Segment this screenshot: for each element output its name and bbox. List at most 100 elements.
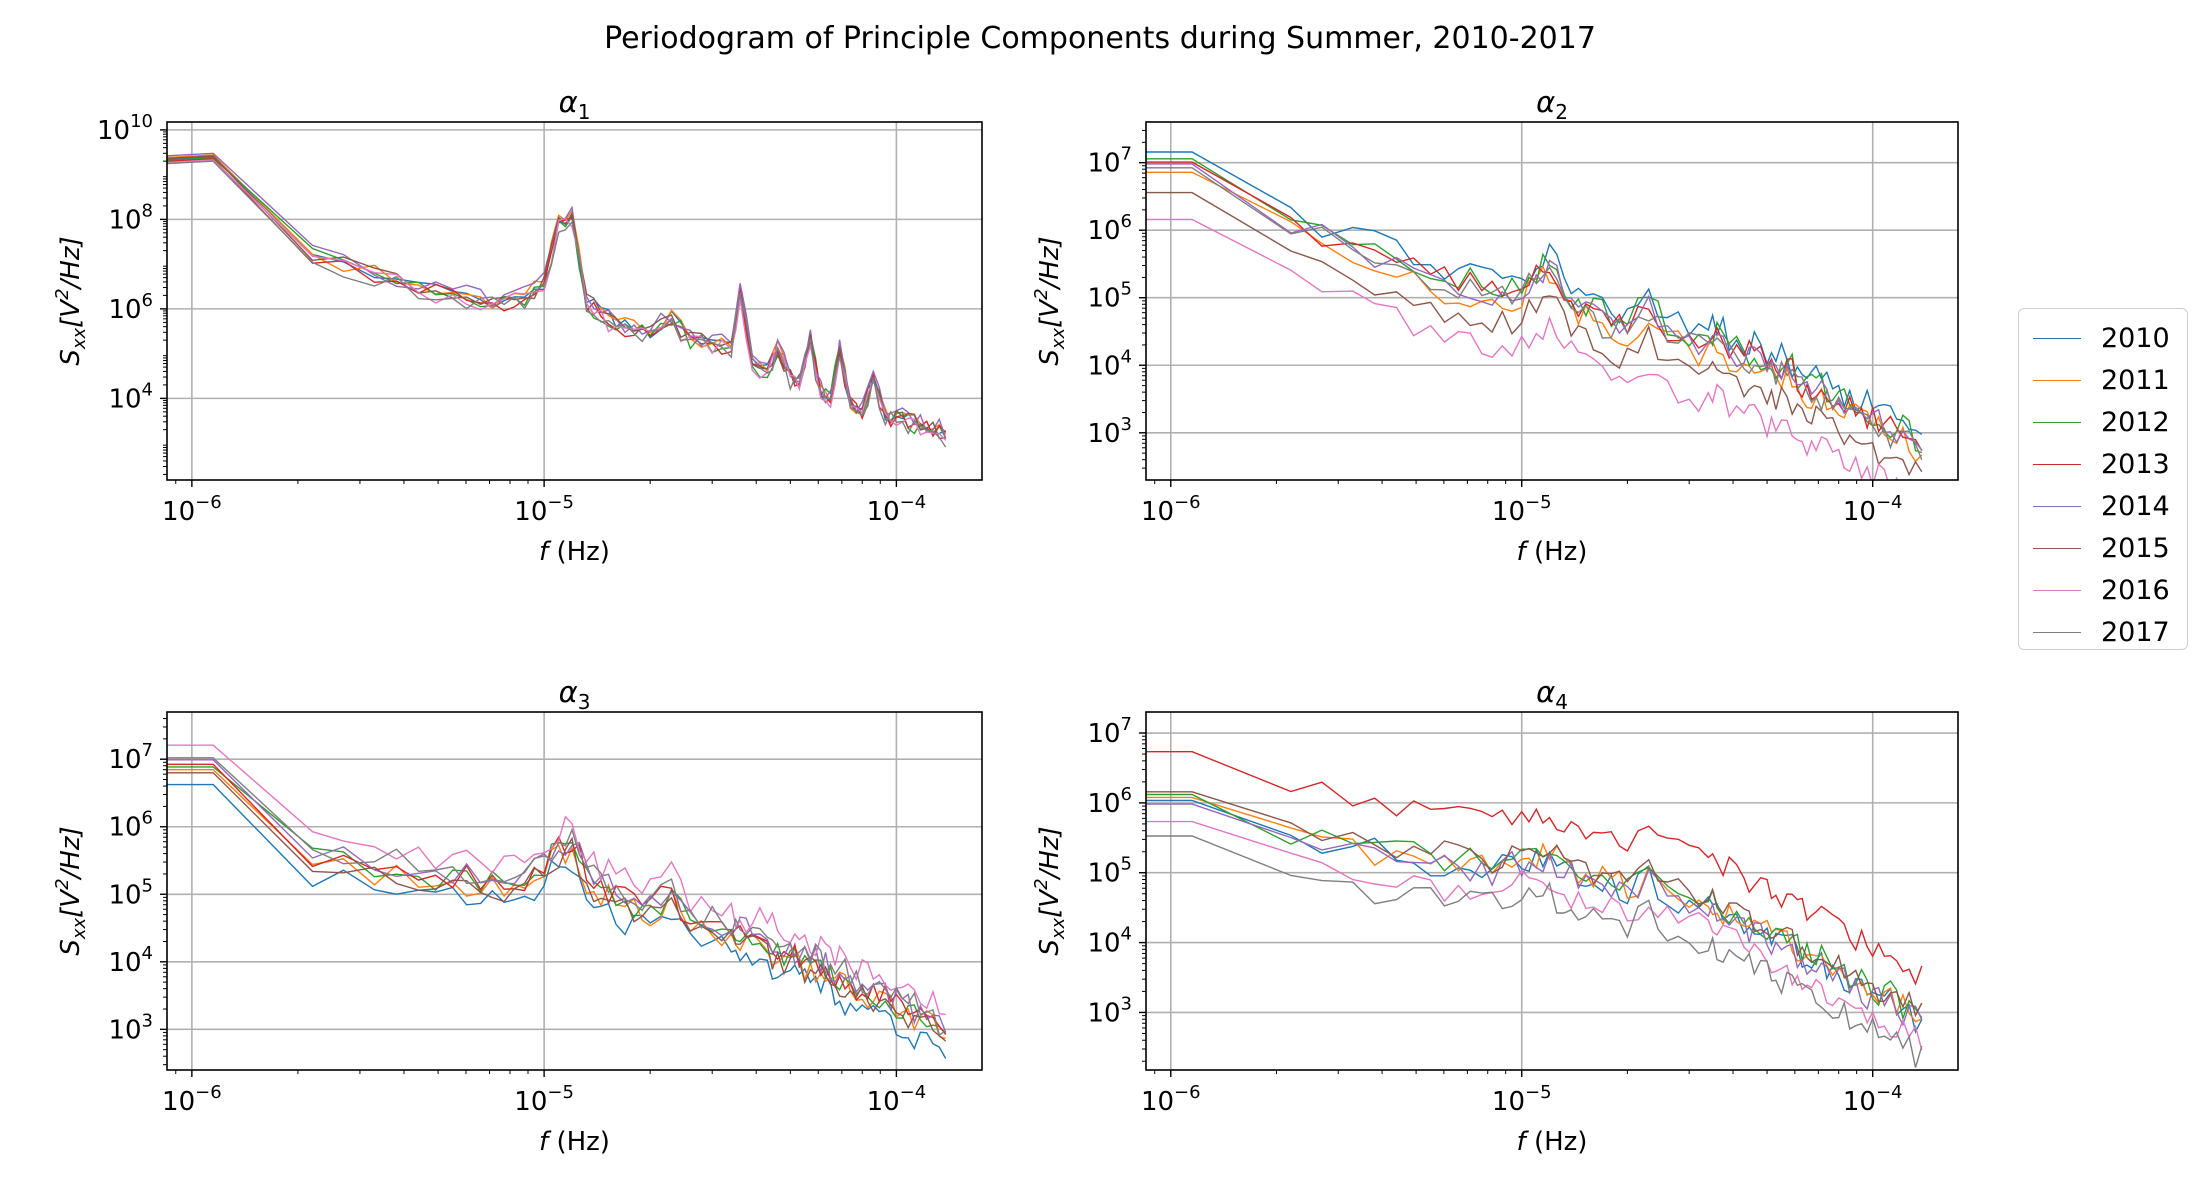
legend-label: 2014 (2101, 491, 2170, 522)
x-tick-label: 10−4 (867, 492, 927, 527)
subplot-title: α3 (559, 675, 591, 714)
legend-label: 2016 (2101, 575, 2170, 606)
series-line (167, 744, 946, 1016)
x-tick-label: 10−5 (1492, 492, 1552, 527)
legend-swatch (2033, 506, 2081, 507)
y-tick-label: 107 (108, 740, 153, 775)
series-line (1146, 158, 1923, 454)
subplot: 10−6 10−5 10−4 103 104 105 106 107 α4 f (Hz) Sxx[V… (1031, 675, 1959, 1157)
series-line (1146, 218, 1899, 480)
legend-item: 2015 (2019, 527, 2189, 569)
subplot-title: α1 (559, 85, 591, 124)
y-axis-label: Sxx[V2/Hz] (52, 826, 90, 955)
legend-label: 2012 (2101, 407, 2170, 438)
series-line (1146, 791, 1923, 1018)
series-line (167, 759, 947, 1033)
legend-label: 2015 (2101, 533, 2170, 564)
y-tick-label: 106 (108, 808, 153, 843)
y-tick-label: 107 (1087, 714, 1132, 749)
legend-item: 2016 (2019, 569, 2189, 611)
y-tick-label: 105 (1087, 279, 1132, 314)
series-line (167, 769, 946, 1039)
subplot-title: α4 (1536, 675, 1568, 714)
series-group (1146, 751, 1923, 1068)
x-tick-label: 10−4 (1843, 492, 1903, 527)
x-axis-label: f (Hz) (1517, 537, 1588, 567)
series-line (1146, 167, 1923, 461)
y-tick-label: 104 (108, 379, 153, 414)
x-tick-label: 10−5 (1492, 1082, 1552, 1117)
axes-frame (166, 711, 983, 1071)
y-tick-label: 104 (1087, 346, 1132, 381)
subplot-title: α2 (1536, 85, 1568, 124)
series-line (167, 158, 947, 438)
y-tick-label: 103 (108, 1010, 153, 1045)
legend-swatch (2033, 548, 2081, 549)
series-line (1146, 161, 1923, 451)
legend-label: 2017 (2101, 617, 2170, 648)
series-line (167, 763, 947, 1035)
series-line (167, 160, 947, 448)
x-tick-label: 10−6 (162, 1082, 222, 1117)
x-axis-label: f (Hz) (1517, 1127, 1588, 1157)
series-line (167, 157, 947, 439)
x-tick-label: 10−4 (1843, 1082, 1903, 1117)
series-line (1146, 820, 1923, 1051)
y-tick-label: 107 (1087, 144, 1132, 179)
figure-title: Periodogram of Principle Components duri… (604, 21, 1596, 56)
legend-swatch (2033, 338, 2081, 339)
legend-swatch (2033, 590, 2081, 591)
series-line (167, 159, 947, 441)
series-line (1146, 191, 1923, 477)
y-axis-label: Sxx[V2/Hz] (1031, 236, 1069, 365)
series-line (1146, 151, 1923, 435)
series-group (1146, 151, 1923, 480)
series-line (167, 155, 946, 440)
legend-label: 2013 (2101, 449, 2170, 480)
series-line (167, 757, 947, 1037)
subplot: 10−6 10−5 10−4 103 104 105 106 107 α3 f (Hz) Sxx[V… (52, 675, 983, 1157)
y-tick-label: 103 (1087, 993, 1132, 1028)
series-group (167, 152, 947, 448)
y-tick-label: 106 (1087, 211, 1132, 246)
series-line (1146, 796, 1923, 1023)
y-tick-label: 105 (108, 875, 153, 910)
axes-frame (166, 121, 983, 481)
legend-item: 2011 (2019, 359, 2189, 401)
legend-item: 2017 (2019, 611, 2189, 653)
legend-item: 2010 (2019, 317, 2189, 359)
y-tick-label: 105 (1087, 854, 1132, 889)
y-tick-label: 106 (1087, 784, 1132, 819)
series-line (1146, 171, 1923, 463)
legend-swatch (2033, 464, 2081, 465)
y-axis-label: Sxx[V2/Hz] (1031, 826, 1069, 955)
legend-item: 2013 (2019, 443, 2189, 485)
subplot: 10−6 10−5 10−4 104 106 108 1010 α1 f (Hz) Sxx[V2/… (52, 85, 983, 567)
y-tick-label: 103 (1087, 414, 1132, 449)
legend-label: 2010 (2101, 323, 2170, 354)
series-line (1146, 751, 1923, 986)
series-group (167, 744, 947, 1059)
legend-label: 2011 (2101, 365, 2170, 396)
x-tick-label: 10−5 (514, 1082, 574, 1117)
series-line (167, 772, 947, 1042)
legend: 2010 2011 2012 2013 2014 2015 2016 2017 (2018, 308, 2188, 650)
x-tick-label: 10−5 (514, 492, 574, 527)
legend-item: 2014 (2019, 485, 2189, 527)
y-tick-label: 106 (108, 290, 153, 325)
x-tick-label: 10−6 (162, 492, 222, 527)
series-line (1146, 835, 1923, 1068)
series-line (1146, 799, 1923, 1034)
x-tick-label: 10−6 (1141, 1082, 1201, 1117)
series-line (167, 783, 947, 1059)
x-tick-label: 10−6 (1141, 492, 1201, 527)
x-tick-label: 10−4 (867, 1082, 927, 1117)
x-axis-label: f (Hz) (539, 537, 610, 567)
legend-swatch (2033, 632, 2081, 633)
y-tick-label: 104 (1087, 924, 1132, 959)
legend-item: 2012 (2019, 401, 2189, 443)
legend-swatch (2033, 380, 2081, 381)
axes-frame (1145, 711, 1959, 1071)
y-tick-label: 104 (108, 943, 153, 978)
